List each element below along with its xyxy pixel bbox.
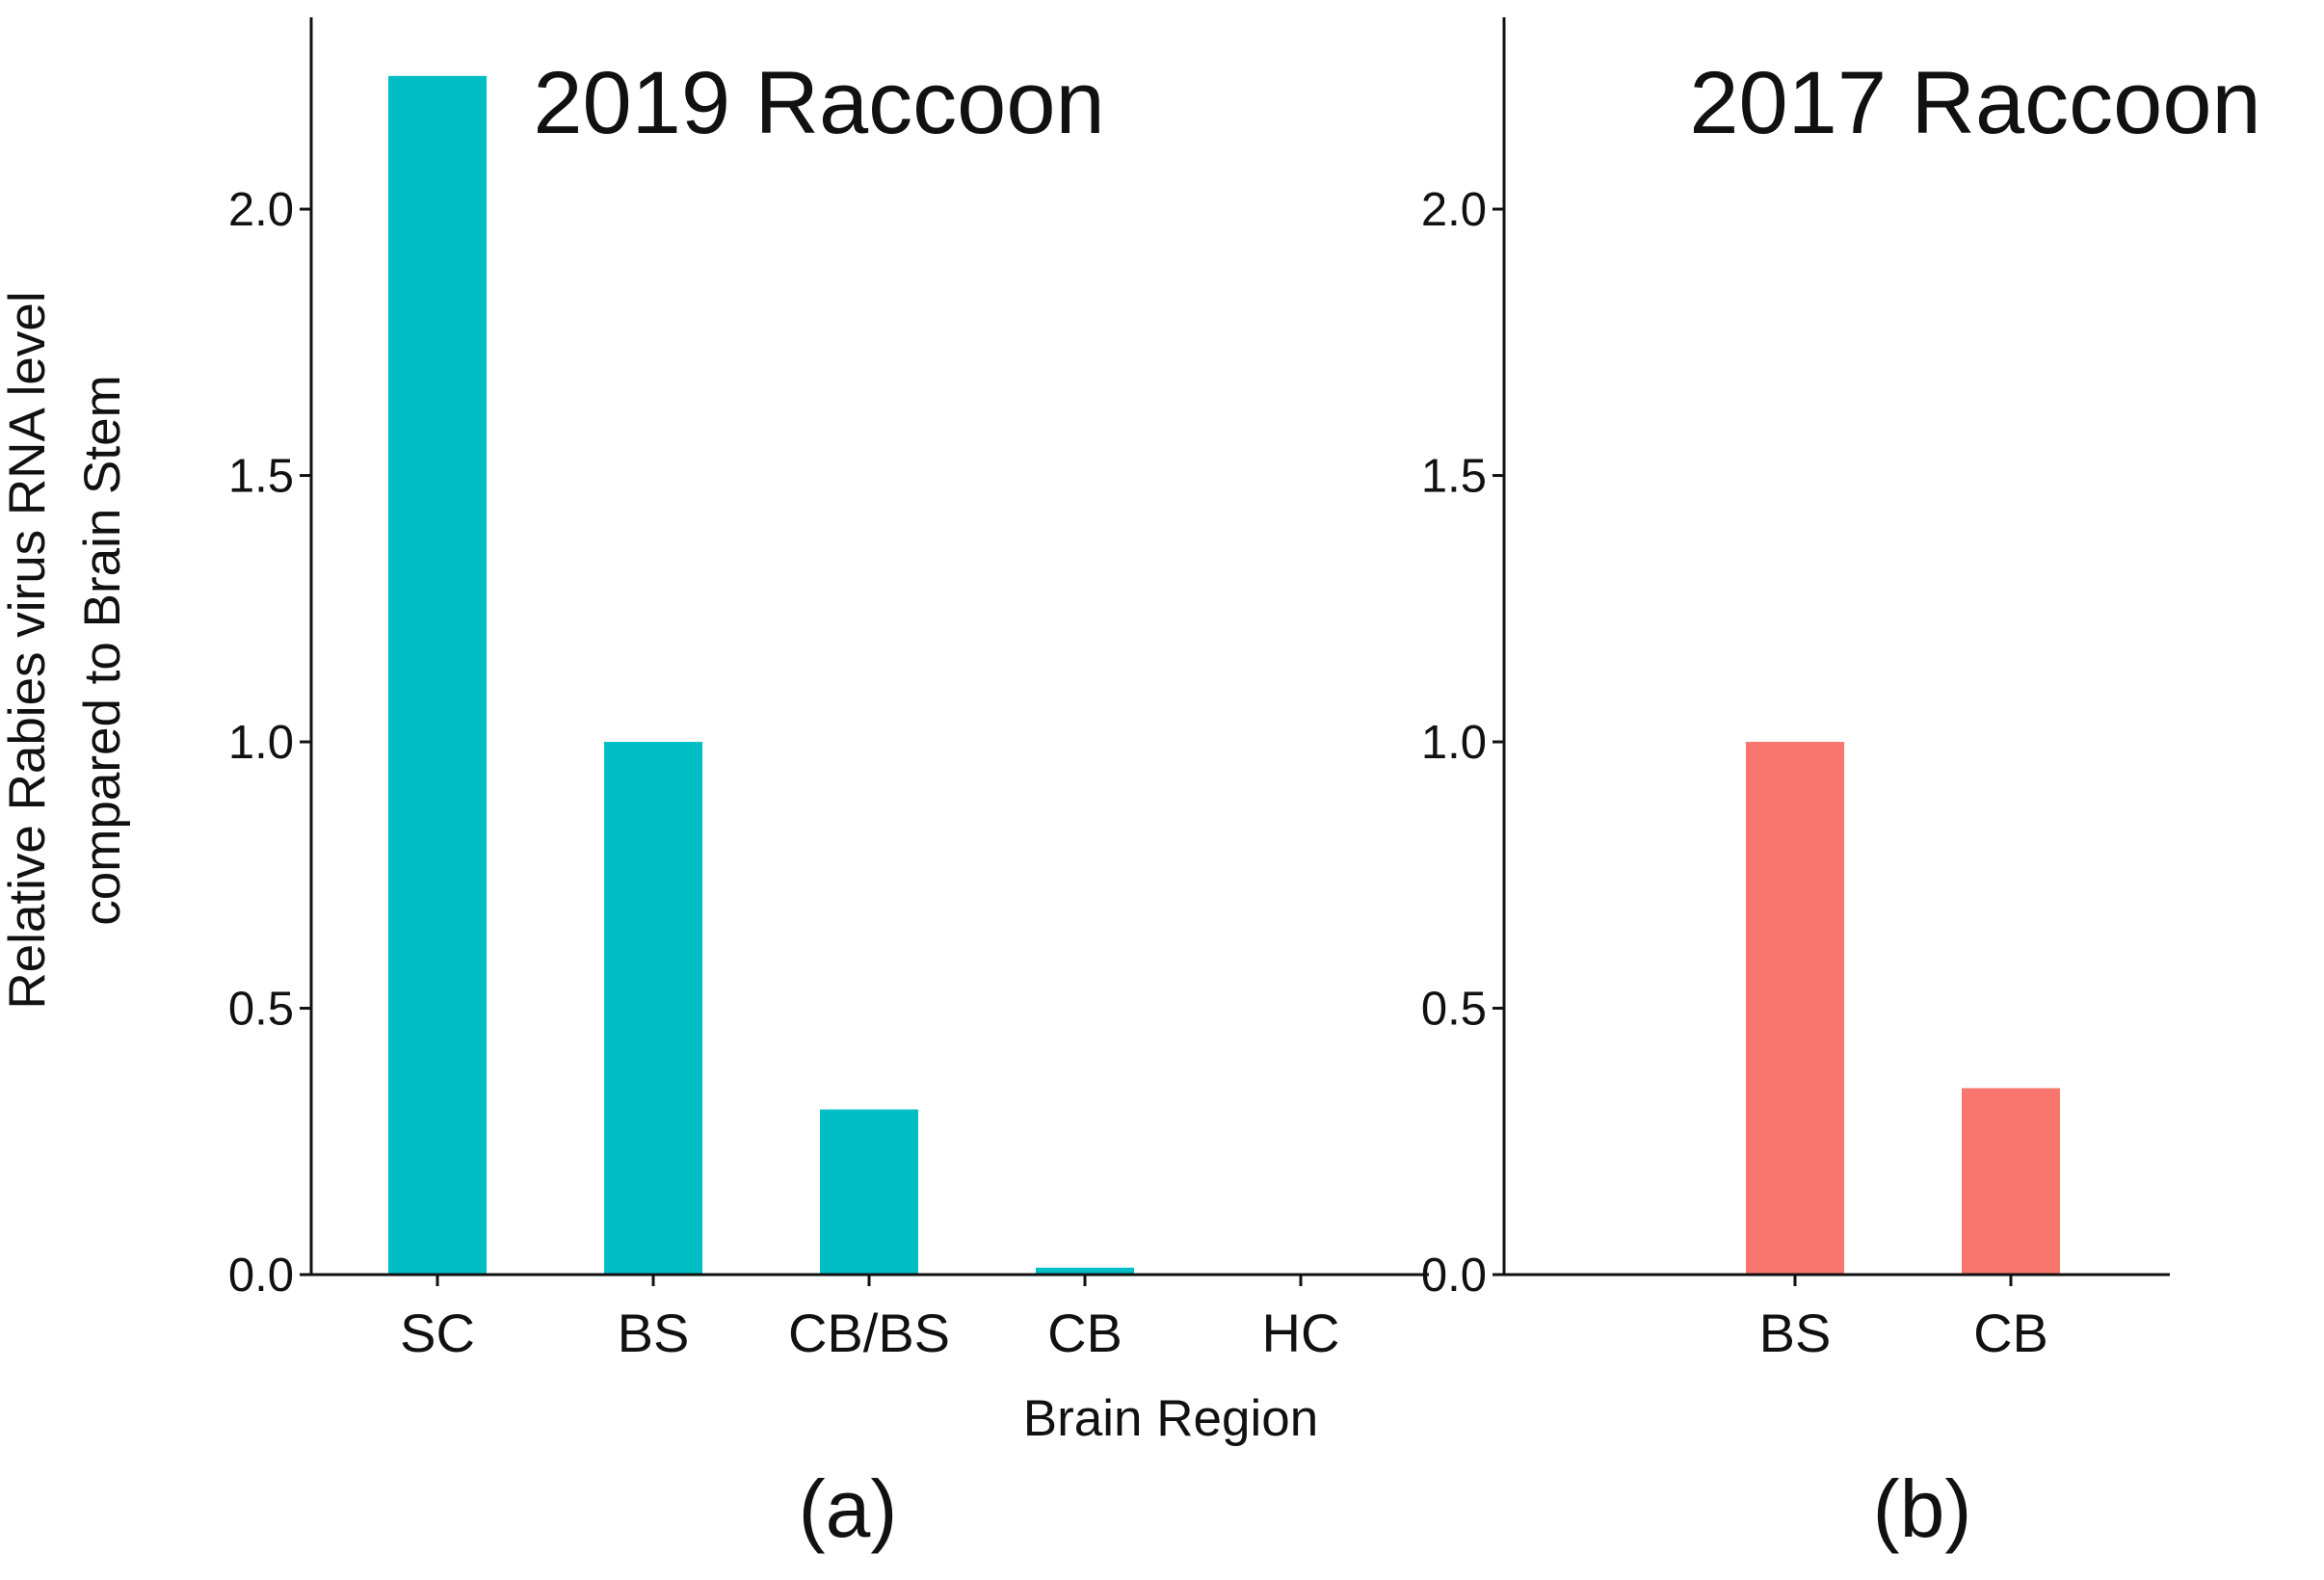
panel-a-bar-cb-bs — [820, 1109, 918, 1275]
y-axis-title: Relative Rabies virus RNA level compared… — [0, 291, 131, 1009]
panel-b-ytick-label: 0.5 — [1421, 984, 1487, 1036]
panel-a-xtick-label: CB — [1047, 1303, 1122, 1363]
panel-b-title: 2017 Raccoon — [1689, 54, 2260, 152]
panel-b-ytick-label: 0.0 — [1421, 1250, 1487, 1302]
panel-b-bar-bs — [1746, 742, 1844, 1275]
panel-b-ytick-label: 2.0 — [1421, 184, 1487, 236]
panel-a-x-axis-title: Brain Region — [1023, 1390, 1318, 1447]
panel-a-bar-bs — [604, 742, 702, 1275]
panel-a-xtick-label: BS — [618, 1303, 690, 1363]
y-axis-title-line-1: Relative Rabies virus RNA level — [0, 291, 56, 1009]
panel-a-ytick-label: 1.5 — [228, 451, 294, 503]
panel-a-ytick-label: 0.0 — [228, 1250, 294, 1302]
panel-b-letter: (b) — [1873, 1463, 1972, 1554]
panel-a-ytick-label: 1.0 — [228, 717, 294, 769]
panel-a-letter: (a) — [799, 1463, 898, 1554]
panel-a-xtick-label: CB/BS — [788, 1303, 950, 1363]
panel-b-ytick-label: 1.5 — [1421, 451, 1487, 503]
panel-a-bars — [388, 75, 1134, 1275]
panel-b-bar-cb — [1962, 1088, 2060, 1275]
panel-b-xtick-label: CB — [1973, 1303, 2048, 1363]
panel-a-xtick-label: SC — [400, 1303, 475, 1363]
y-axis-title-line-2: compared to Brain Stem — [74, 375, 131, 925]
panel-a-title: 2019 Raccoon — [533, 54, 1104, 152]
panel-b-bars — [1746, 742, 2060, 1275]
panel-a-y-ticks: 0.0 0.5 1.0 1.5 2.0 — [228, 184, 311, 1302]
panel-b-x-categories: BS CB — [1759, 1275, 2048, 1363]
panel-b-ytick-label: 1.0 — [1421, 717, 1487, 769]
panel-b-y-ticks: 0.0 0.5 1.0 1.5 2.0 — [1421, 184, 1504, 1302]
panel-a-ytick-label: 2.0 — [228, 184, 294, 236]
panel-b: 2017 Raccoon 0.0 0.5 1.0 1.5 2.0 BS CB (b) — [1421, 17, 2261, 1554]
panel-a-bar-sc — [388, 75, 487, 1275]
panel-a: 2019 Raccoon 0.0 0.5 1.0 1.5 2.0 SC BS CB/BS CB… — [228, 17, 1429, 1554]
panel-a-bar-cb — [1036, 1267, 1134, 1275]
panel-a-ytick-label: 0.5 — [228, 984, 294, 1036]
panel-b-xtick-label: BS — [1759, 1303, 1832, 1363]
panel-a-x-categories: SC BS CB/BS CB HC — [400, 1275, 1339, 1363]
panel-a-xtick-label: HC — [1262, 1303, 1340, 1363]
